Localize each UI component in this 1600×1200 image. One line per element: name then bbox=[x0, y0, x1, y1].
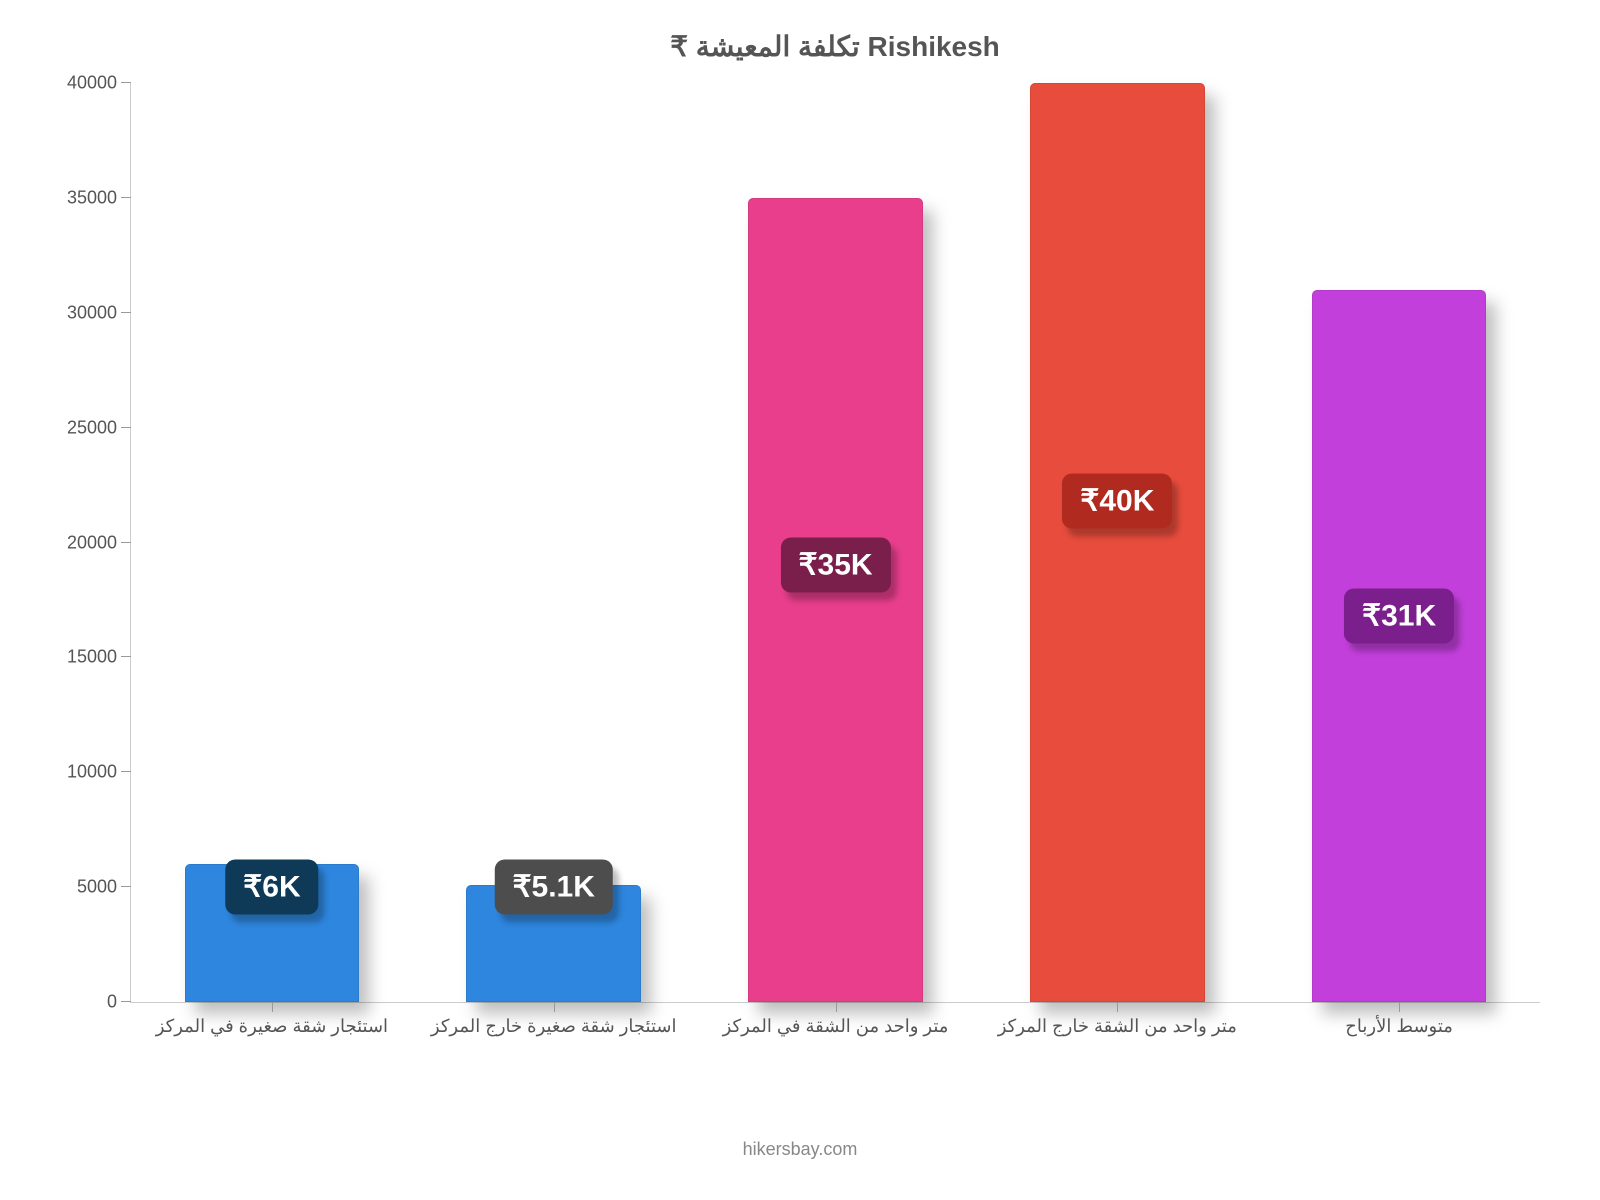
y-axis-tick bbox=[121, 656, 131, 657]
x-axis-tick bbox=[1399, 1002, 1400, 1012]
y-axis-tick bbox=[121, 427, 131, 428]
x-axis-category-label: متر واحد من الشقة خارج المركز bbox=[998, 1016, 1237, 1037]
y-axis-tick bbox=[121, 771, 131, 772]
chart-bar bbox=[1312, 290, 1487, 1002]
chart-bar bbox=[1030, 83, 1205, 1002]
y-axis-tick-label: 0 bbox=[107, 992, 117, 1013]
footer-attribution: hikersbay.com bbox=[0, 1139, 1600, 1160]
y-axis-tick bbox=[121, 82, 131, 83]
x-axis-category-label: استئجار شقة صغيرة في المركز bbox=[156, 1016, 388, 1037]
x-axis-tick bbox=[836, 1002, 837, 1012]
x-axis-tick bbox=[272, 1002, 273, 1012]
x-axis-category-label: متر واحد من الشقة في المركز bbox=[723, 1016, 949, 1037]
y-axis-tick bbox=[121, 1001, 131, 1002]
chart-container: ₹ تكلفة المعيشة Rishikesh 05000100001500… bbox=[0, 0, 1600, 1200]
chart-title: ₹ تكلفة المعيشة Rishikesh bbox=[130, 30, 1540, 63]
y-axis-tick-label: 15000 bbox=[67, 647, 117, 668]
bar-value-badge: ₹35K bbox=[780, 538, 890, 593]
x-axis-tick bbox=[1117, 1002, 1118, 1012]
y-axis-tick-label: 40000 bbox=[67, 73, 117, 94]
y-axis-tick-label: 35000 bbox=[67, 187, 117, 208]
y-axis-tick bbox=[121, 886, 131, 887]
y-axis-tick bbox=[121, 312, 131, 313]
y-axis-tick bbox=[121, 542, 131, 543]
y-axis-tick-label: 5000 bbox=[77, 877, 117, 898]
y-axis-tick-label: 25000 bbox=[67, 417, 117, 438]
x-axis-category-label: استئجار شقة صغيرة خارج المركز bbox=[431, 1016, 677, 1037]
x-axis-category-label: متوسط الأرباح bbox=[1345, 1016, 1453, 1037]
bar-value-badge: ₹5.1K bbox=[494, 860, 612, 915]
y-axis-tick bbox=[121, 197, 131, 198]
bar-value-badge: ₹40K bbox=[1062, 474, 1172, 529]
bar-value-badge: ₹6K bbox=[225, 860, 318, 915]
y-axis-tick-label: 30000 bbox=[67, 302, 117, 323]
x-axis-tick bbox=[554, 1002, 555, 1012]
plot-area: 0500010000150002000025000300003500040000… bbox=[130, 83, 1540, 1003]
chart-bar bbox=[748, 198, 923, 1002]
y-axis-tick-label: 20000 bbox=[67, 532, 117, 553]
bar-value-badge: ₹31K bbox=[1344, 589, 1454, 644]
y-axis-tick-label: 10000 bbox=[67, 762, 117, 783]
